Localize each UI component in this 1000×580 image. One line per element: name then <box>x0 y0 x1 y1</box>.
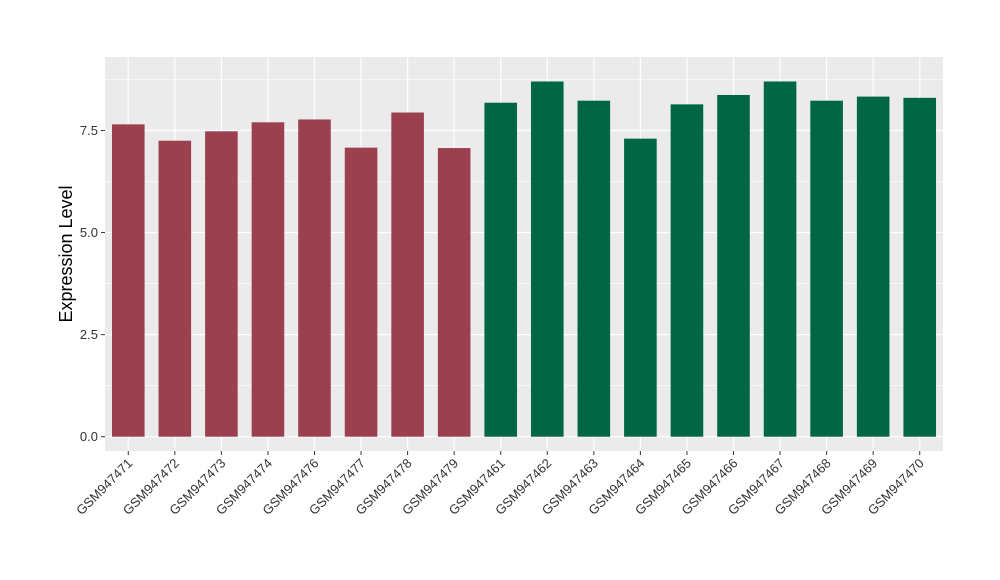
bar <box>158 140 192 437</box>
y-tick-label: 5.0 <box>80 225 98 240</box>
bar <box>530 81 564 437</box>
bar <box>903 97 937 437</box>
y-axis: 0.0 2.5 5.0 7.5 <box>80 123 105 444</box>
bar <box>856 96 890 437</box>
x-axis: GSM947471GSM947472GSM947473GSM947474GSM9… <box>73 451 927 518</box>
bar <box>205 131 238 437</box>
bar <box>624 138 657 437</box>
bar <box>344 147 378 437</box>
bar <box>391 112 424 437</box>
bar <box>763 81 797 437</box>
bar <box>484 102 518 437</box>
bar <box>717 94 750 437</box>
bar <box>810 100 843 437</box>
y-tick-label: 2.5 <box>80 327 98 342</box>
y-axis-title: Expression Level <box>56 185 76 322</box>
bar <box>251 122 285 437</box>
bar <box>298 119 331 437</box>
bar <box>577 100 611 437</box>
minor-gridlines <box>105 79 943 386</box>
bar <box>437 148 471 437</box>
bar <box>670 104 704 437</box>
y-tick-label: 7.5 <box>80 123 98 138</box>
bars <box>111 81 937 437</box>
plot-panel <box>105 57 943 451</box>
bar <box>111 124 145 437</box>
y-tick-label: 0.0 <box>80 429 98 444</box>
